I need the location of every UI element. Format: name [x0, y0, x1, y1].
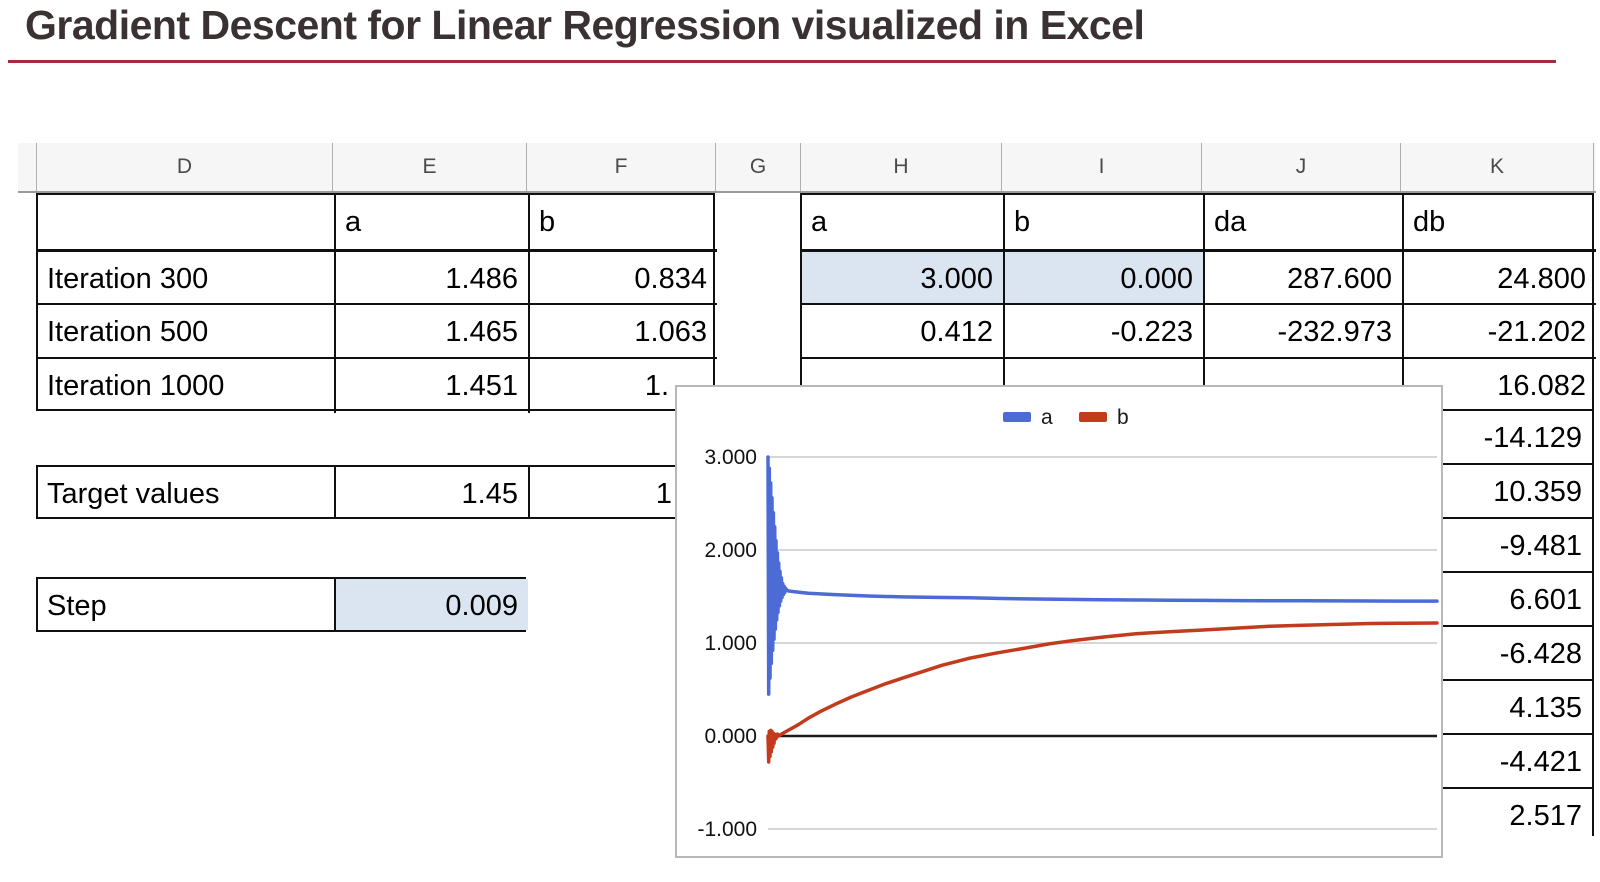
- sheet-cell[interactable]: [802, 357, 1003, 413]
- target-values-row: Target values 1.45 1: [36, 465, 715, 519]
- sheet-cell[interactable]: a: [334, 195, 528, 249]
- y-axis-tick-label: -1.000: [697, 818, 757, 841]
- sheet-cell[interactable]: 1.063: [528, 303, 717, 357]
- y-axis-tick-label: 3.000: [704, 446, 757, 469]
- column-header-F[interactable]: F: [526, 143, 715, 191]
- target-values-label-cell[interactable]: Target values: [47, 478, 220, 510]
- sheet-cell[interactable]: 0.000: [1003, 249, 1203, 303]
- sheet-cell[interactable]: 1.486: [334, 249, 528, 303]
- sheet-cell[interactable]: 16.082: [1402, 357, 1596, 413]
- sheet-cell[interactable]: da: [1203, 195, 1402, 249]
- sheet-cell[interactable]: 24.800: [1402, 249, 1596, 303]
- sheet-cell[interactable]: db: [1402, 195, 1596, 249]
- convergence-chart[interactable]: 3.000 2.000 1.000 0.000 -1.000 a b: [675, 385, 1443, 858]
- gradient-table: a b da db 3.000 0.000 287.600 24.800 0.412 -0.223…: [800, 193, 1596, 413]
- step-row: Step 0.009: [36, 577, 528, 632]
- column-header-I[interactable]: I: [1001, 143, 1201, 191]
- sheet-cell[interactable]: [38, 195, 334, 249]
- y-axis-tick-label: 0.000: [704, 725, 757, 748]
- legend-swatch-a: [1003, 412, 1031, 422]
- iterations-table: a b Iteration 300 1.486 0.834 Iteration 500 1.…: [36, 193, 717, 413]
- column-header-E[interactable]: E: [332, 143, 526, 191]
- column-header-D[interactable]: D: [36, 143, 332, 191]
- step-value-cell[interactable]: 0.009: [334, 579, 528, 630]
- sheet-cell[interactable]: 1.465: [334, 303, 528, 357]
- series-b-line: [766, 621, 1439, 764]
- sheet-cell[interactable]: 3.000: [802, 249, 1003, 303]
- title-underline-rule: [8, 60, 1556, 63]
- iteration-label-cell[interactable]: Iteration 1000: [38, 357, 334, 413]
- sheet-cell[interactable]: -21.202: [1402, 303, 1596, 357]
- sheet-cell[interactable]: 1.: [528, 357, 717, 413]
- series-a-line: [766, 455, 1439, 696]
- column-header-H[interactable]: H: [800, 143, 1001, 191]
- column-header-J[interactable]: J: [1201, 143, 1400, 191]
- db-value-cell[interactable]: -9.481: [1400, 519, 1594, 573]
- step-label-cell[interactable]: Step: [47, 590, 107, 622]
- sheet-cell[interactable]: a: [811, 206, 828, 238]
- sheet-cell[interactable]: 0.412: [802, 303, 1003, 357]
- page-title: Gradient Descent for Linear Regression v…: [25, 2, 1145, 48]
- y-axis-tick-label: 1.000: [704, 632, 757, 655]
- sheet-cell[interactable]: 287.600: [1203, 249, 1402, 303]
- legend-label-b: b: [1117, 406, 1129, 429]
- sheet-cell[interactable]: 1.451: [334, 357, 528, 413]
- legend-swatch-b: [1079, 412, 1107, 422]
- sheet-cell[interactable]: -0.223: [1003, 303, 1203, 357]
- target-b-cell[interactable]: 1: [528, 467, 717, 517]
- iteration-label-cell[interactable]: Iteration 300: [38, 249, 334, 303]
- iteration-label-cell[interactable]: Iteration 500: [38, 303, 334, 357]
- column-header-G[interactable]: G: [715, 143, 800, 191]
- column-header-K[interactable]: K: [1400, 143, 1594, 191]
- legend-label-a: a: [1041, 406, 1053, 429]
- sheet-cell[interactable]: 0.834: [528, 249, 717, 303]
- sheet-cell[interactable]: b: [1003, 195, 1203, 249]
- sheet-cell[interactable]: b: [528, 195, 717, 249]
- target-a-cell[interactable]: 1.45: [334, 467, 528, 517]
- y-axis-tick-label: 2.000: [704, 539, 757, 562]
- chart-canvas: 3.000 2.000 1.000 0.000 -1.000 a b: [697, 406, 1439, 841]
- sheet-cell[interactable]: -232.973: [1203, 303, 1402, 357]
